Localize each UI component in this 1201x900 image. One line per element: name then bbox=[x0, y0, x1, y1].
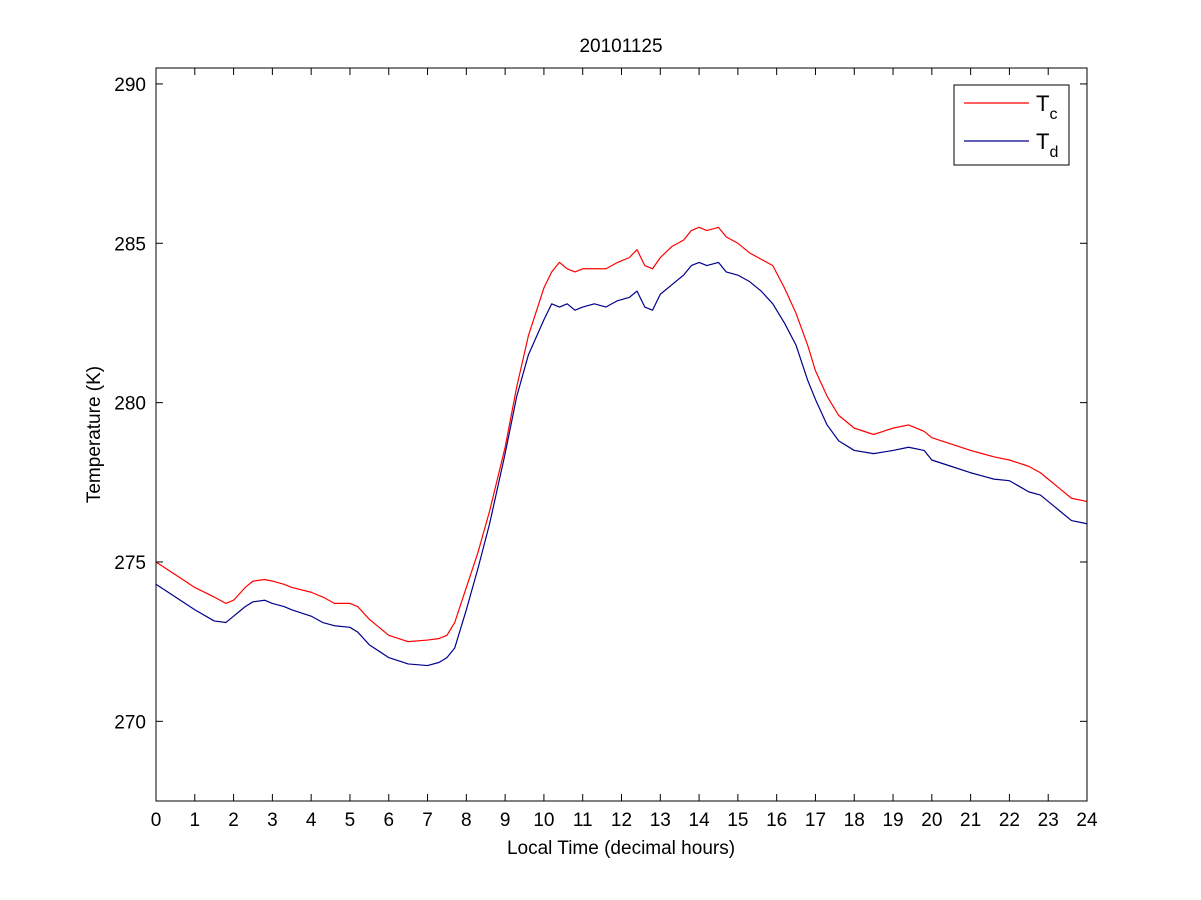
y-tick-label: 275 bbox=[114, 553, 146, 574]
x-tick-label: 11 bbox=[573, 810, 593, 831]
x-tick-label: 0 bbox=[151, 810, 162, 831]
x-tick-label: 19 bbox=[882, 810, 903, 831]
y-tick-label: 270 bbox=[114, 712, 146, 733]
x-tick-label: 13 bbox=[650, 810, 671, 831]
legend-entry-subscript: d bbox=[1049, 144, 1058, 161]
series-line-t-c bbox=[155, 226, 1088, 643]
x-tick-label: 12 bbox=[611, 810, 632, 831]
x-tick-label: 2 bbox=[228, 810, 239, 831]
x-tick-label: 14 bbox=[689, 810, 711, 831]
x-axis-label: Local Time (decimal hours) bbox=[507, 838, 735, 859]
x-tick-label: 23 bbox=[1038, 810, 1059, 831]
legend-entry-name: T bbox=[1036, 91, 1049, 116]
x-tick-label: 16 bbox=[766, 810, 787, 831]
legend-entry-label: Td bbox=[1036, 129, 1058, 161]
y-tick-label: 290 bbox=[114, 75, 146, 96]
x-tick-label: 5 bbox=[345, 810, 356, 831]
series-layer bbox=[155, 226, 1088, 667]
x-tick-label: 6 bbox=[383, 810, 394, 831]
x-tick-label: 20 bbox=[921, 810, 942, 831]
legend-entry-label: Tc bbox=[1036, 91, 1057, 123]
legend-entry-name: T bbox=[1036, 129, 1049, 154]
legend-box bbox=[953, 84, 1070, 166]
x-tick-label: 15 bbox=[727, 810, 748, 831]
x-tick-label: 22 bbox=[999, 810, 1020, 831]
x-tick-label: 21 bbox=[960, 810, 981, 831]
y-tick-label: 280 bbox=[114, 394, 146, 415]
x-tick-label: 18 bbox=[844, 810, 865, 831]
y-tick-label: 285 bbox=[114, 234, 146, 255]
x-tick-label: 10 bbox=[533, 810, 554, 831]
chart-title: 20101125 bbox=[579, 36, 662, 57]
x-tick-label: 7 bbox=[422, 810, 433, 831]
x-tick-label: 1 bbox=[190, 810, 201, 831]
x-tick-label: 9 bbox=[500, 810, 511, 831]
series-line-t-d bbox=[155, 261, 1088, 667]
x-tick-label: 3 bbox=[267, 810, 278, 831]
x-tick-label: 24 bbox=[1076, 810, 1098, 831]
ticks-layer: 0 1 2 3 4 5 6 7 8 9 10 11 12 13 14 15 16 17 18 19 20 21 22 23 24… bbox=[114, 68, 1098, 831]
legend-entry-subscript: c bbox=[1049, 106, 1057, 123]
x-tick-label: 17 bbox=[805, 810, 826, 831]
x-tick-label: 8 bbox=[461, 810, 472, 831]
x-tick-label: 4 bbox=[306, 810, 317, 831]
y-axis-label: Temperature (K) bbox=[84, 366, 105, 503]
